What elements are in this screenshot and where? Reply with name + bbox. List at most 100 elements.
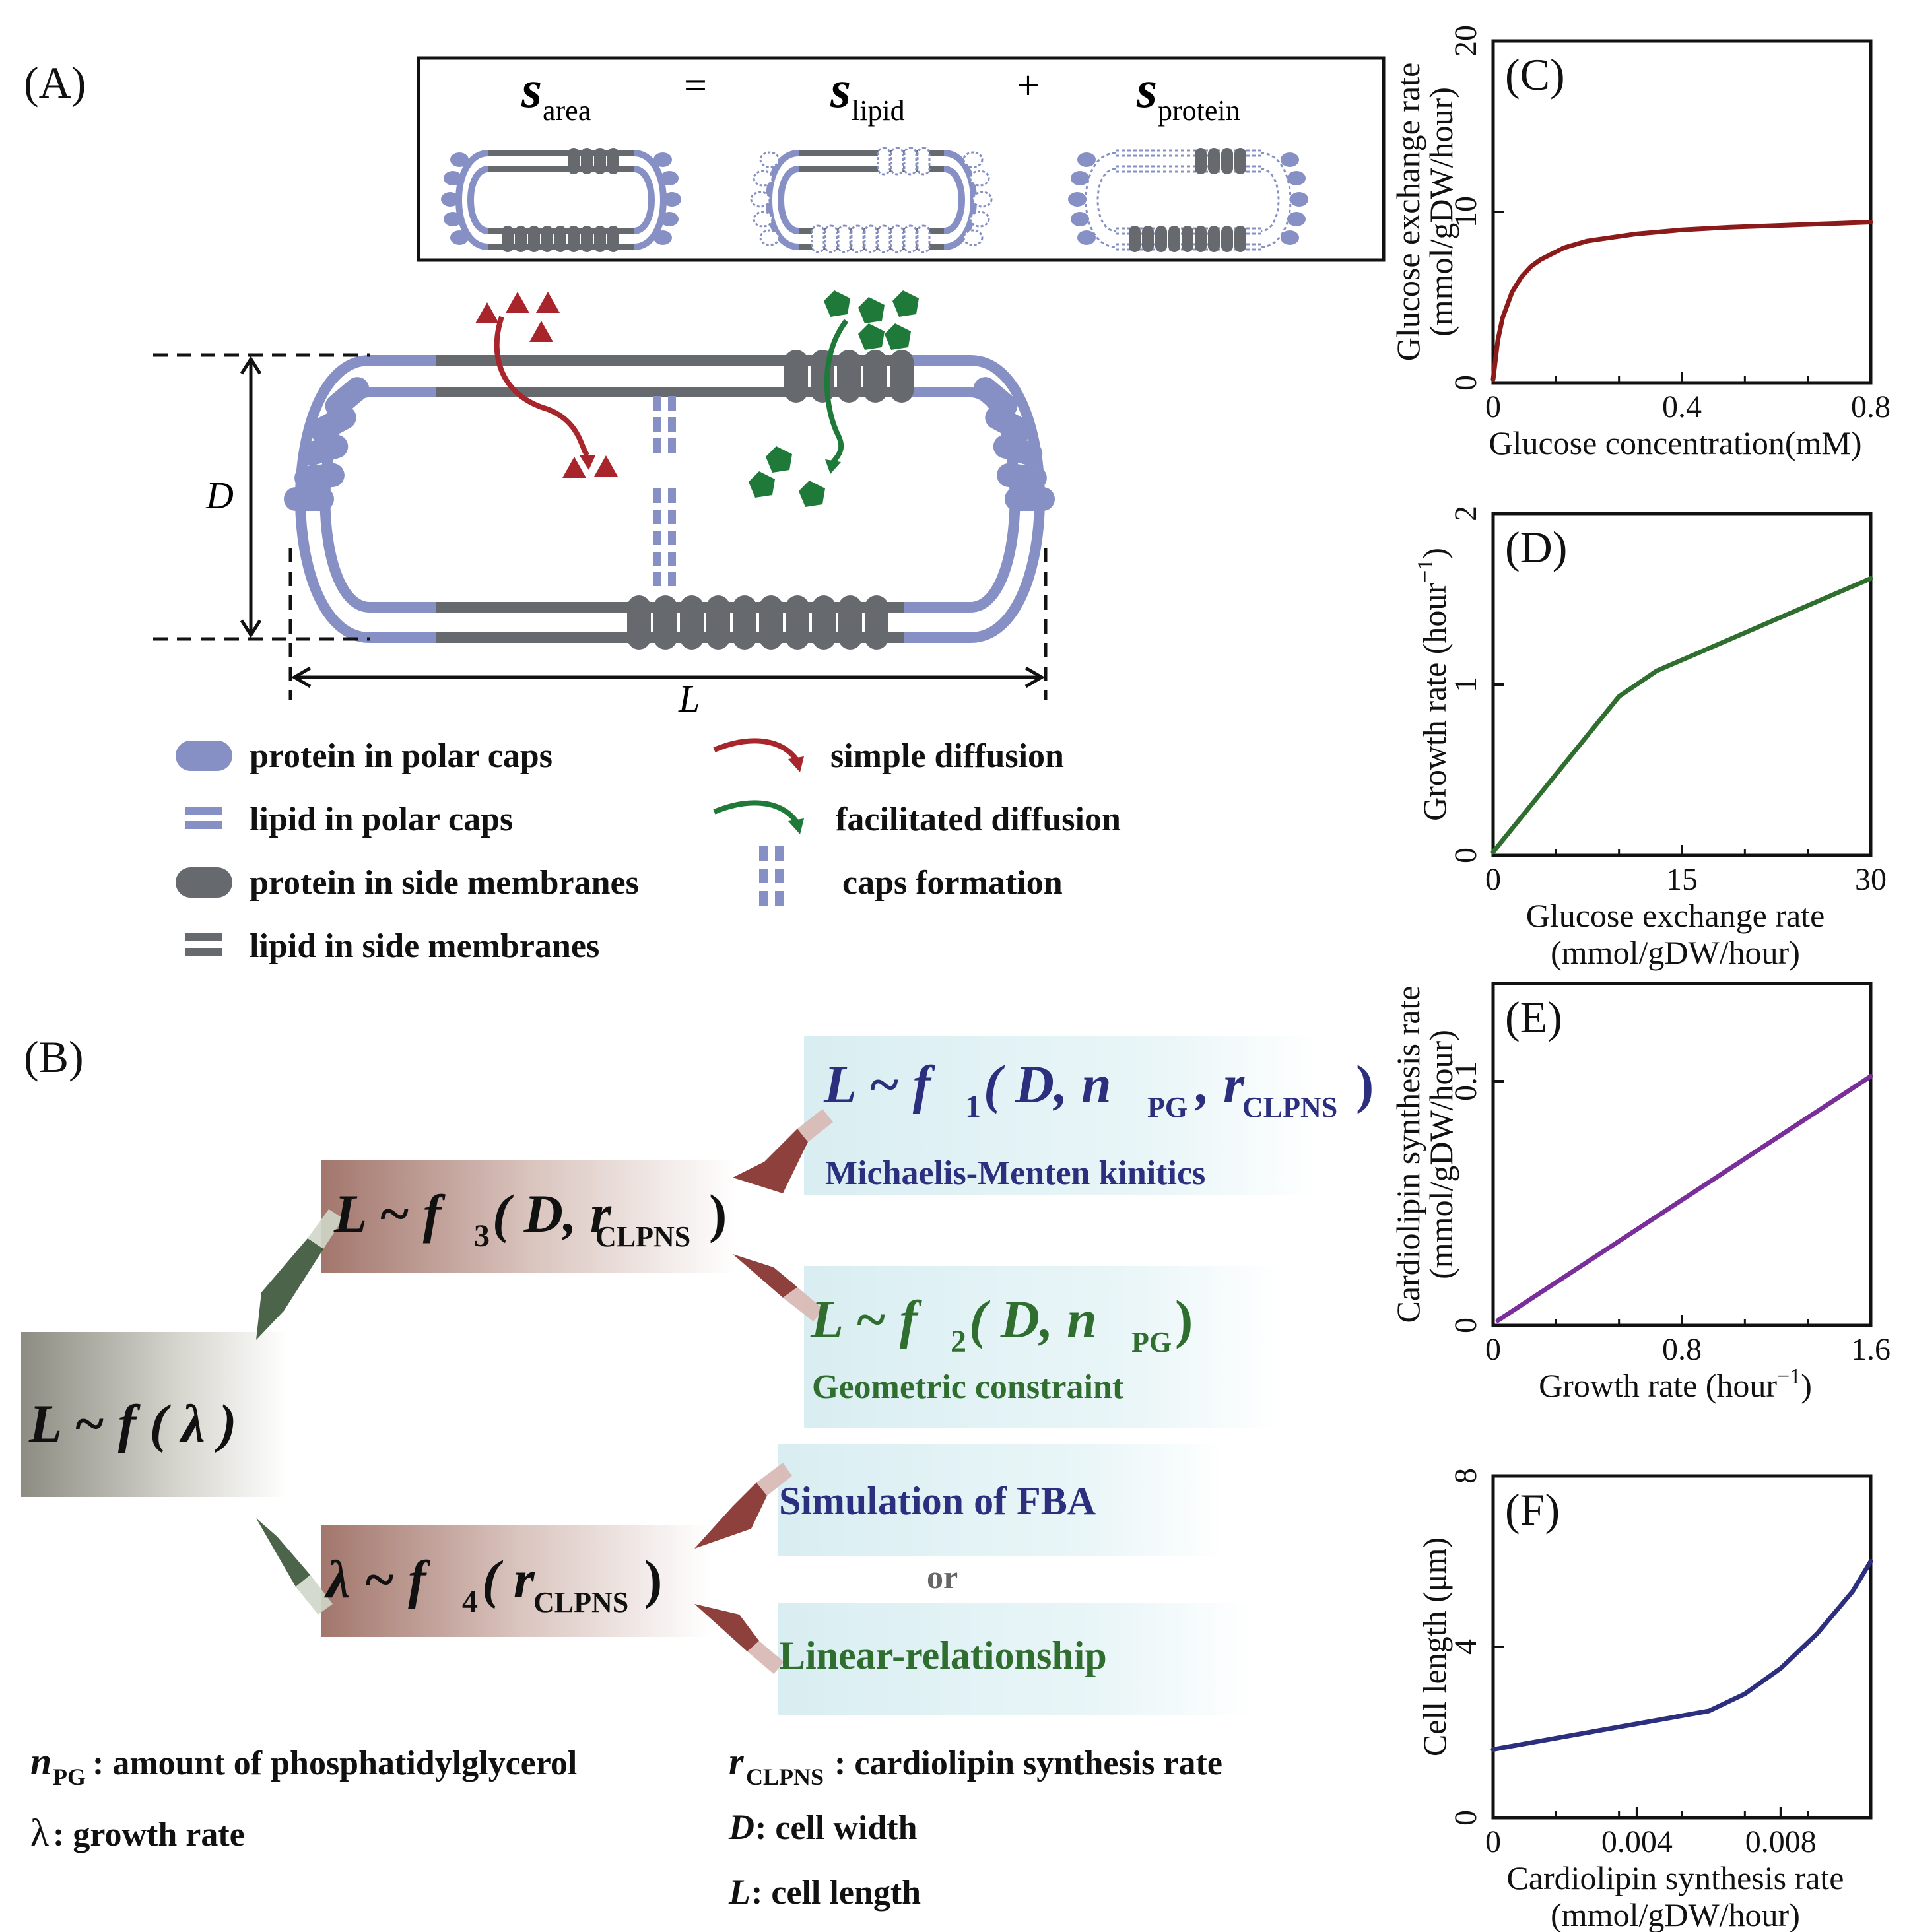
f1-caption: Michaelis-Menten kinitics — [825, 1154, 1205, 1192]
series-line-f — [1490, 1559, 1873, 1752]
svg-text:: amount of phosphatidylglycer: : amount of phosphatidylglycerol — [92, 1745, 577, 1782]
linear-box — [778, 1603, 1253, 1715]
x-tick-label: 15 — [1666, 862, 1698, 897]
x-tick-label: 0.4 — [1662, 389, 1702, 424]
f4-equation: λ ~ f 4 ( r CLPNS ) — [324, 1549, 662, 1619]
y-axis-label: Cardiolipin synthesis rate — [1390, 985, 1426, 1323]
x-axis-label: Glucose exchange rate — [1526, 897, 1825, 934]
f3-equation: L ~ f 3 ( D, r CLPNS ) — [333, 1183, 727, 1253]
y-tick-label: 20 — [1448, 25, 1483, 57]
svg-text:): ) — [1356, 1054, 1374, 1114]
svg-text:PG: PG — [1131, 1326, 1172, 1358]
facilitated-diffusion-arrow — [824, 319, 849, 464]
x-axis-unit: (mmol/gDW/hour) — [1551, 1896, 1800, 1932]
x-tick-label: 30 — [1855, 862, 1887, 897]
or-label: or — [927, 1558, 958, 1595]
y-axis-label: Growth rate (hour−1) — [1413, 548, 1453, 821]
legend-icon-green-arrow — [713, 800, 799, 823]
x-axis-label: Cardiolipin synthesis rate — [1506, 1859, 1844, 1896]
y-tick-label: 8 — [1448, 1468, 1483, 1484]
svg-text:, r: , r — [1195, 1054, 1245, 1114]
x-axis-label: Growth rate (hour−1) — [1539, 1364, 1812, 1404]
svg-text:CLPNS: CLPNS — [1242, 1091, 1337, 1123]
svg-text:r: r — [729, 1740, 744, 1783]
svg-text:CLPNS: CLPNS — [746, 1764, 824, 1790]
facilitated-diffusion-molecules — [749, 290, 919, 507]
linear-label: Linear-relationship — [779, 1634, 1107, 1677]
s-area-symbol: s — [521, 61, 542, 119]
svg-text:4: 4 — [462, 1584, 478, 1619]
svg-text:): ) — [709, 1183, 727, 1244]
y-tick-label: 10 — [1448, 196, 1483, 228]
svg-text:): ) — [1175, 1289, 1193, 1349]
polar-cap-proteins-right — [973, 377, 1055, 511]
legend-label-lipid-polar: lipid in polar caps — [250, 801, 513, 838]
f4-box — [321, 1525, 710, 1637]
series-line-e — [1495, 1074, 1873, 1323]
definitions: n PG : amount of phosphatidylglycerol λ … — [30, 1740, 1222, 1912]
legend-icon-blue-dashed-columns — [759, 846, 784, 906]
caps-formation-marker — [653, 396, 676, 586]
mini-cell-lipid — [750, 147, 993, 253]
svg-text:PG: PG — [1147, 1091, 1188, 1123]
f1-box — [804, 1036, 1319, 1195]
svg-text:: cell length: : cell length — [751, 1874, 921, 1912]
x-tick-label: 1.6 — [1851, 1332, 1891, 1367]
x-tick-label: 0.008 — [1745, 1824, 1817, 1859]
length-dimension — [288, 548, 1048, 700]
x-tick-label: 0 — [1485, 862, 1501, 897]
panel-label-d: (D) — [1505, 522, 1567, 572]
y-tick-label: 1 — [1448, 677, 1483, 692]
legend-icon-gray-double-bar — [185, 933, 222, 941]
legend-label-protein-polar: protein in polar caps — [250, 737, 553, 775]
chart-panel-d: (D) 0 15 30 0 1 2 Glucose exchange rate(mmol/gD… — [1413, 506, 1887, 971]
x-axis-unit: (mmol/gDW/hour) — [1551, 934, 1800, 971]
svg-text:( D, n: ( D, n — [969, 1289, 1097, 1349]
legend-icon-gray-pill — [176, 867, 232, 898]
x-tick-label: 0 — [1485, 1332, 1501, 1367]
x-tick-label: 0 — [1485, 389, 1501, 424]
equals-sign: = — [684, 63, 707, 108]
side-protein-cluster-bottom — [627, 595, 888, 650]
svg-text:L ~ f: L ~ f — [333, 1183, 446, 1244]
fba-label: Simulation of FBA — [779, 1479, 1096, 1523]
y-axis-label: Glucose exchange rate — [1390, 63, 1426, 362]
f2-equation: L ~ f 2 ( D, n PG ) — [810, 1289, 1193, 1359]
series-line-c — [1490, 220, 1873, 382]
s-protein-symbol: s — [1136, 61, 1157, 119]
width-dimension — [153, 353, 370, 641]
series-line-d — [1490, 576, 1873, 855]
simple-diffusion-molecules — [475, 292, 618, 478]
svg-text:( r: ( r — [482, 1549, 535, 1609]
s-lipid-subscript: lipid — [852, 94, 905, 127]
cell-diagram: D L — [153, 290, 1055, 720]
svg-text:n: n — [30, 1740, 51, 1783]
legend-label-caps-formation: caps formation — [842, 864, 1063, 902]
svg-text:3: 3 — [474, 1218, 490, 1253]
svg-text:: cardiolipin synthesis rate: : cardiolipin synthesis rate — [834, 1745, 1222, 1782]
f-box — [21, 1332, 288, 1497]
equation-box: s area = s lipid + s protein — [417, 56, 1386, 262]
s-protein-subscript: protein — [1158, 94, 1240, 127]
y-axis-unit: (mmol/gDW/hour) — [1423, 1030, 1459, 1279]
svg-text:2: 2 — [951, 1324, 966, 1359]
legend-icon-red-arrow — [713, 738, 799, 761]
panel-label-c: (C) — [1505, 50, 1565, 100]
panel-label-f: (F) — [1505, 1484, 1560, 1535]
chart-panel-e: (E) 0 0.8 1.6 0 0.1 Growth rate (hour−1) Cardio… — [1390, 982, 1891, 1404]
f-equation: L ~ f ( λ ) — [28, 1393, 237, 1453]
svg-text:λ ~ f: λ ~ f — [324, 1549, 431, 1609]
svg-text:): ) — [644, 1549, 662, 1609]
svg-text:1: 1 — [965, 1089, 981, 1124]
mini-cell-protein — [1068, 148, 1308, 252]
svg-text:L: L — [728, 1872, 751, 1912]
y-tick-label: 2 — [1448, 506, 1483, 521]
length-label: L — [678, 677, 700, 720]
x-tick-label: 0.8 — [1662, 1332, 1702, 1367]
legend: protein in polar caps lipid in polar cap… — [176, 737, 1121, 965]
svg-text:L ~ f: L ~ f — [823, 1054, 936, 1114]
x-tick-label: 0.8 — [1851, 389, 1891, 424]
s-area-subscript: area — [543, 94, 591, 127]
